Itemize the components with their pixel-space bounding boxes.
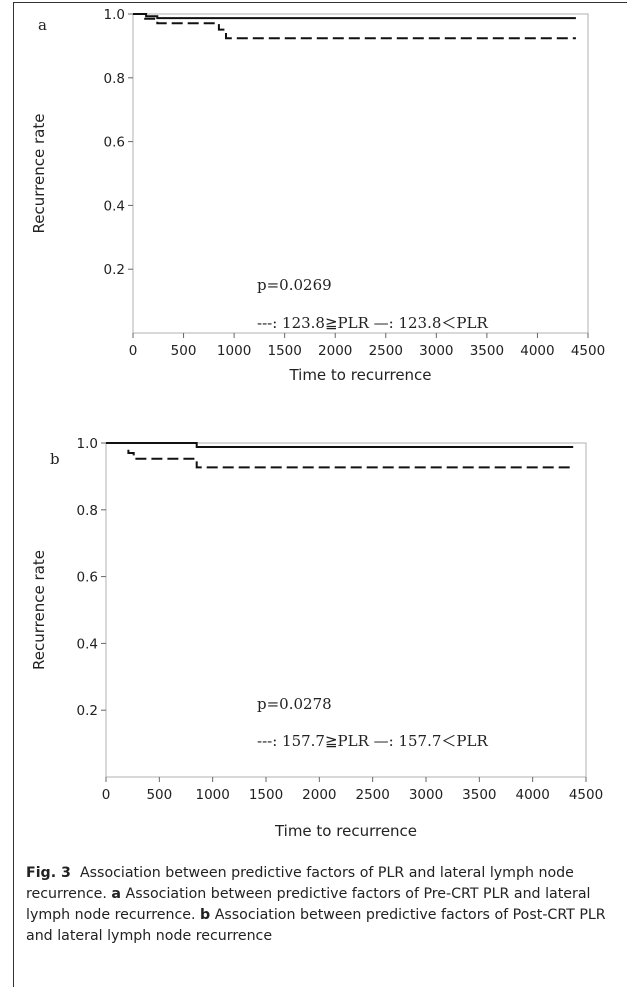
x-tick-label: 2000 <box>318 343 352 359</box>
x-tick-label: 2500 <box>369 343 403 359</box>
x-tick-label: 1500 <box>249 787 283 803</box>
figure-caption: Fig. 3 Association between predictive fa… <box>26 863 616 947</box>
figure-canvas: a 0.2 0.4 0.6 0.8 1.0 0 500 1000 1500 2000 2500 3000… <box>30 7 605 840</box>
caption-figure-label: Fig. 3 <box>26 865 71 881</box>
y-tick-label: 0.2 <box>104 262 125 278</box>
x-tick-label: 3000 <box>419 343 453 359</box>
series-dashed-line <box>127 449 574 469</box>
x-tick-label: 500 <box>146 787 172 803</box>
y-tick-label: 0.4 <box>104 198 125 214</box>
p-value-annotation: p=0.0278 <box>257 695 332 713</box>
x-tick-label: 1500 <box>267 343 301 359</box>
x-tick-label: 3000 <box>409 787 443 803</box>
caption-intro: Association between predictive factors o… <box>26 865 574 902</box>
y-tick-label: 0.6 <box>104 135 125 151</box>
panel-label: b <box>50 450 60 468</box>
caption-part-a-label: a <box>111 886 121 902</box>
series-solid-line <box>133 13 576 20</box>
y-tick-label: 0.2 <box>77 703 98 719</box>
series-solid-line <box>106 442 574 448</box>
x-tick-label: 0 <box>102 787 111 803</box>
x-axis-label: Time to recurrence <box>274 822 417 840</box>
y-axis-label: Recurrence rate <box>30 114 48 234</box>
y-axis-label: Recurrence rate <box>30 550 48 670</box>
y-tick-label: 1.0 <box>104 7 125 23</box>
y-tick-label: 0.6 <box>77 570 98 586</box>
y-tick-label: 0.8 <box>77 503 98 519</box>
legend-annotation: ---: 157.7≧PLR —: 157.7＜PLR <box>257 732 488 750</box>
x-tick-label: 4500 <box>571 343 605 359</box>
x-axis-label: Time to recurrence <box>288 366 431 384</box>
p-value-annotation: p=0.0269 <box>257 276 332 294</box>
panel-b: b 0.2 0.4 0.6 0.8 1.0 0 500 1000 1500 2000 2500 3000… <box>30 436 603 840</box>
plot-frame <box>132 13 589 334</box>
caption-part-b-label: b <box>200 907 211 923</box>
x-tick-label: 3500 <box>470 343 504 359</box>
x-tick-label: 4000 <box>515 787 549 803</box>
caption-part-a-text: Association between predictive factors o… <box>26 886 591 923</box>
panel-label: a <box>38 16 47 34</box>
x-tick-label: 4000 <box>520 343 554 359</box>
plot-frame <box>105 442 587 778</box>
x-tick-label: 1000 <box>195 787 229 803</box>
y-tick-label: 0.8 <box>104 71 125 87</box>
x-tick-label: 0 <box>129 343 138 359</box>
x-tick-label: 4500 <box>569 787 603 803</box>
y-tick-label: 0.4 <box>77 636 98 652</box>
y-tick-label: 1.0 <box>77 436 98 452</box>
x-tick-label: 1000 <box>217 343 251 359</box>
x-tick-label: 500 <box>171 343 197 359</box>
figure-frame-top <box>13 2 627 3</box>
x-tick-label: 3500 <box>462 787 496 803</box>
x-tick-label: 2000 <box>302 787 336 803</box>
figure-frame-left <box>13 2 14 987</box>
series-dashed-line <box>133 13 576 40</box>
caption-part-b-text: Association between predictive factors o… <box>26 907 606 944</box>
x-tick-label: 2500 <box>355 787 389 803</box>
panel-a: a 0.2 0.4 0.6 0.8 1.0 0 500 1000 1500 2000 2500 3000… <box>30 7 605 384</box>
legend-annotation: ---: 123.8≧PLR —: 123.8＜PLR <box>257 314 488 332</box>
